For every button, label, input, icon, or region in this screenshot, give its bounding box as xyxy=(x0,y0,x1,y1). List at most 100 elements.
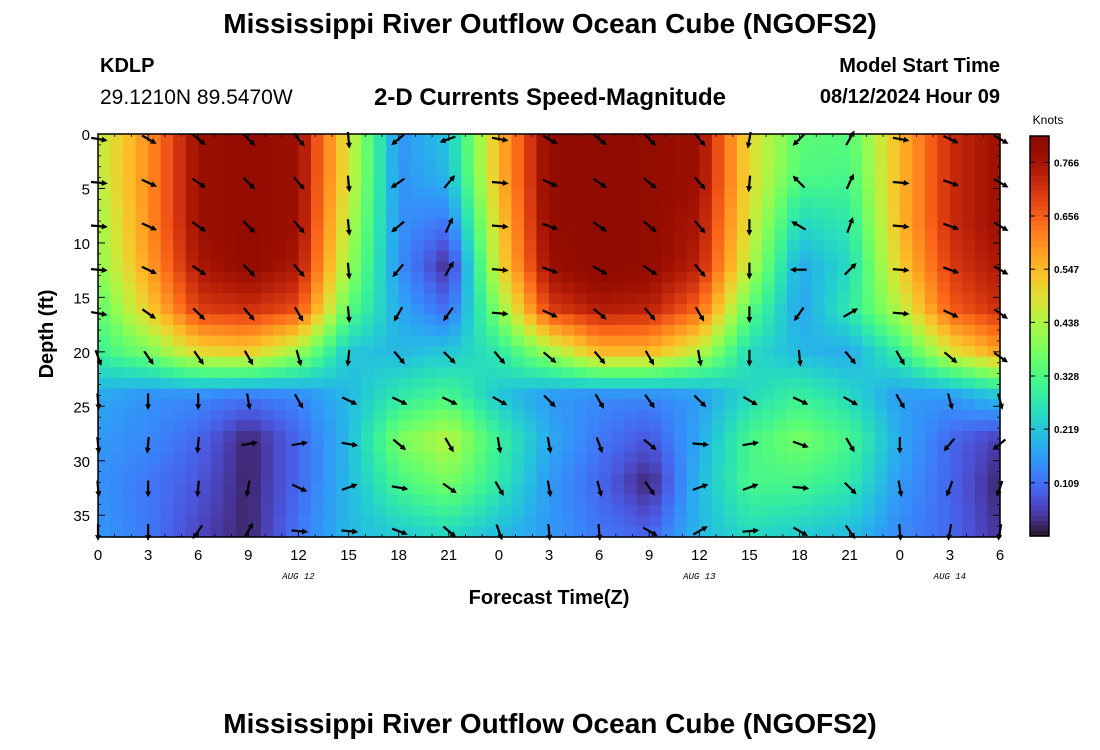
heatmap-cell xyxy=(511,399,525,411)
heatmap-cell xyxy=(411,282,425,294)
heatmap-cell xyxy=(937,505,951,517)
heatmap-cell xyxy=(912,261,926,273)
heatmap-cell xyxy=(774,314,788,326)
heatmap-cell xyxy=(887,144,901,156)
heatmap-cell xyxy=(787,409,801,421)
heatmap-cell xyxy=(636,229,650,241)
heatmap-cell xyxy=(173,208,187,220)
heatmap-cell xyxy=(173,367,187,379)
heatmap-cell xyxy=(160,462,174,474)
heatmap-cell xyxy=(799,314,813,326)
heatmap-cell xyxy=(862,420,876,432)
heatmap-cell xyxy=(348,324,362,337)
heatmap-cell xyxy=(724,155,738,167)
heatmap-cell xyxy=(699,526,713,538)
heatmap-cell xyxy=(736,494,751,506)
heatmap-cell xyxy=(123,399,137,411)
heatmap-cell xyxy=(160,208,174,220)
colorbar-swatch xyxy=(1030,316,1049,322)
heatmap-cell xyxy=(962,494,976,506)
heatmap-cell xyxy=(511,441,525,453)
heatmap-cell xyxy=(824,165,838,178)
heatmap-cell xyxy=(235,409,249,421)
heatmap-cell xyxy=(498,346,513,358)
heatmap-cell xyxy=(486,208,500,220)
heatmap-cell xyxy=(686,208,700,220)
heatmap-cell xyxy=(787,483,801,496)
heatmap-cell xyxy=(235,165,249,178)
heatmap-cell xyxy=(674,187,688,199)
heatmap-cell xyxy=(448,420,462,432)
heatmap-cell xyxy=(298,346,312,358)
current-vector-arrow xyxy=(542,178,558,187)
heatmap-cell xyxy=(761,505,776,517)
heatmap-cell xyxy=(423,197,437,209)
heatmap-cell xyxy=(561,271,575,284)
colorbar-swatch xyxy=(1030,286,1049,292)
heatmap-cell xyxy=(423,430,437,443)
colorbar-swatch xyxy=(1030,471,1049,477)
heatmap-cell xyxy=(123,271,137,284)
current-vector-arrow xyxy=(696,349,703,367)
heatmap-cell xyxy=(110,420,124,432)
heatmap-cell xyxy=(574,388,588,400)
current-vector-arrow xyxy=(243,350,254,366)
heatmap-cell xyxy=(912,430,926,443)
heatmap-cell xyxy=(398,197,412,209)
heatmap-cell xyxy=(599,335,613,347)
heatmap-cell xyxy=(749,324,763,337)
heatmap-cell xyxy=(636,314,650,326)
heatmap-cell xyxy=(123,208,137,220)
heatmap-cell xyxy=(173,293,187,305)
heatmap-cell xyxy=(949,229,964,241)
heatmap-cell xyxy=(849,282,863,294)
heatmap-cell xyxy=(874,240,888,252)
heatmap-cell xyxy=(98,165,112,178)
colorbar-swatch xyxy=(1030,441,1049,447)
heatmap-cell xyxy=(574,165,588,178)
heatmap-cell xyxy=(774,293,788,305)
heatmap-cell xyxy=(924,165,938,178)
heatmap-cell xyxy=(774,441,788,453)
heatmap-cell xyxy=(937,155,951,167)
heatmap-cell xyxy=(824,282,838,294)
heatmap-cell xyxy=(235,399,249,411)
heatmap-cell xyxy=(373,218,387,231)
heatmap-cell xyxy=(511,165,525,178)
heatmap-cell xyxy=(398,430,412,443)
heatmap-cell xyxy=(148,367,162,379)
heatmap-cell xyxy=(699,314,713,326)
heatmap-cell xyxy=(536,494,550,506)
heatmap-cell xyxy=(949,155,964,167)
heatmap-cell xyxy=(586,176,600,188)
heatmap-cell xyxy=(436,335,450,347)
heatmap-cell xyxy=(649,505,663,517)
heatmap-cell xyxy=(448,462,462,474)
current-vector-arrow xyxy=(943,309,959,318)
heatmap-cell xyxy=(461,144,475,156)
heatmap-cell xyxy=(724,271,738,284)
heatmap-cell xyxy=(498,303,513,315)
heatmap-cell xyxy=(736,462,751,474)
heatmap-cell xyxy=(235,441,249,453)
heatmap-cell xyxy=(899,335,913,347)
heatmap-cell xyxy=(624,420,638,432)
heatmap-cell xyxy=(674,462,688,474)
heatmap-cell xyxy=(962,399,976,411)
heatmap-cell xyxy=(498,155,513,167)
heatmap-cell xyxy=(699,134,713,146)
heatmap-cell xyxy=(949,314,964,326)
current-vector-arrow xyxy=(892,179,910,186)
heatmap-cell xyxy=(624,271,638,284)
heatmap-cell xyxy=(686,356,700,368)
heatmap-cell xyxy=(123,515,137,527)
heatmap-cell xyxy=(536,187,550,199)
heatmap-cell xyxy=(448,218,462,231)
heatmap-cell xyxy=(523,335,538,347)
heatmap-cell xyxy=(423,324,437,337)
heatmap-cell xyxy=(185,144,199,156)
heatmap-cell xyxy=(273,430,287,443)
heatmap-cell xyxy=(260,473,274,485)
heatmap-cell xyxy=(787,452,801,464)
heatmap-cell xyxy=(736,187,751,199)
